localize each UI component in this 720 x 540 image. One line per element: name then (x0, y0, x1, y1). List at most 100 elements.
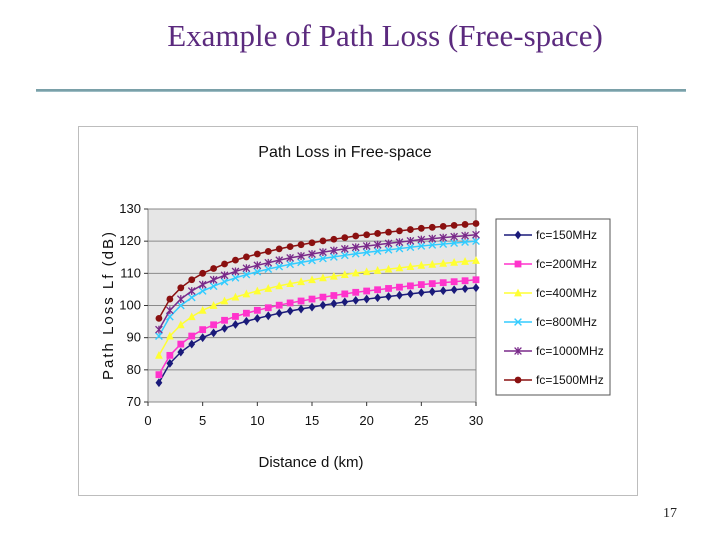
data-point (407, 226, 414, 233)
data-point (253, 250, 261, 258)
data-point (275, 301, 283, 309)
data-point (472, 220, 480, 227)
legend-label: fc=200MHz (536, 257, 597, 271)
data-point (275, 262, 284, 271)
data-point (450, 222, 458, 229)
data-point (385, 228, 392, 236)
data-series (155, 220, 480, 388)
data-point (396, 227, 403, 235)
data-point (199, 269, 207, 277)
data-point (199, 333, 207, 343)
legend-label: fc=1500MHz (536, 373, 604, 387)
title-divider (36, 89, 686, 92)
data-point (428, 223, 436, 231)
series-line (158, 233, 477, 330)
data-point (384, 239, 393, 248)
data-point (373, 247, 382, 256)
data-point (308, 295, 316, 303)
data-point (253, 267, 262, 276)
data-point (220, 271, 229, 280)
data-point (461, 257, 469, 265)
data-point (319, 248, 327, 257)
data-point (417, 260, 426, 269)
data-point (362, 242, 371, 250)
data-point (177, 284, 185, 292)
data-point (472, 230, 480, 239)
data-point (330, 235, 338, 243)
data-point (166, 295, 174, 303)
data-point (352, 232, 360, 240)
data-point (439, 286, 447, 296)
data-point (406, 236, 415, 245)
data-point (286, 260, 295, 269)
data-point (155, 325, 163, 334)
data-point (253, 286, 262, 295)
data-point (286, 306, 294, 316)
series-fc=1000MHz (155, 230, 480, 334)
data-point (286, 243, 294, 251)
legend-item: fc=400MHz (504, 286, 597, 300)
data-point (210, 328, 217, 338)
data-point (374, 293, 381, 303)
data-point (450, 239, 459, 247)
series-fc=1500MHz (155, 220, 480, 322)
data-point (330, 246, 338, 255)
data-point (352, 295, 360, 305)
data-point (209, 282, 218, 291)
data-point (362, 267, 371, 276)
data-point (188, 339, 196, 349)
data-point (472, 237, 480, 246)
y-tick-label: 120 (119, 233, 141, 248)
data-point (155, 314, 163, 322)
data-point (187, 312, 196, 321)
data-point (428, 259, 437, 268)
data-point (330, 292, 338, 299)
data-point (199, 326, 207, 334)
data-point (220, 296, 229, 305)
data-point (243, 253, 250, 261)
legend: fc=150MHz fc=200MHz fc=400MHz fc=800MHz fc=1… (504, 228, 604, 387)
slide-title: Example of Path Loss (Free-space) (167, 18, 603, 53)
data-point (439, 279, 447, 287)
data-point (253, 306, 261, 314)
y-axis-label: Path Loss Lf (dB) (100, 230, 117, 380)
data-point (297, 304, 305, 314)
data-point (275, 281, 284, 290)
data-point (450, 232, 458, 241)
data-point (275, 308, 283, 318)
data-point (340, 270, 349, 279)
data-point (472, 276, 480, 284)
data-point (472, 256, 480, 264)
data-point (176, 295, 185, 303)
data-point (319, 237, 327, 245)
data-point (275, 256, 284, 265)
data-point (242, 264, 251, 273)
data-point (385, 292, 392, 301)
data-point (297, 241, 305, 249)
legend-item: fc=1500MHz (504, 373, 604, 387)
data-point (264, 248, 272, 255)
legend-item: fc=150MHz (504, 228, 597, 242)
data-point (352, 288, 360, 296)
data-point (417, 288, 425, 298)
data-point (395, 238, 404, 247)
legend-marker (514, 376, 522, 384)
data-point (286, 299, 294, 307)
data-point (351, 243, 360, 252)
x-tick-label: 25 (414, 413, 428, 428)
series-fc=400MHz (155, 256, 480, 359)
data-point (264, 304, 272, 312)
data-point (297, 297, 305, 305)
legend-marker (514, 288, 522, 297)
y-tick-label: 80 (127, 362, 141, 377)
data-point (210, 265, 218, 272)
data-point (428, 241, 437, 249)
data-point (406, 243, 415, 252)
legend-label: fc=1000MHz (536, 344, 604, 358)
data-point (308, 275, 316, 284)
data-point (439, 233, 448, 242)
data-point (373, 266, 382, 274)
data-point (155, 378, 163, 388)
data-point (385, 285, 392, 292)
series-fc=800MHz (155, 237, 480, 340)
